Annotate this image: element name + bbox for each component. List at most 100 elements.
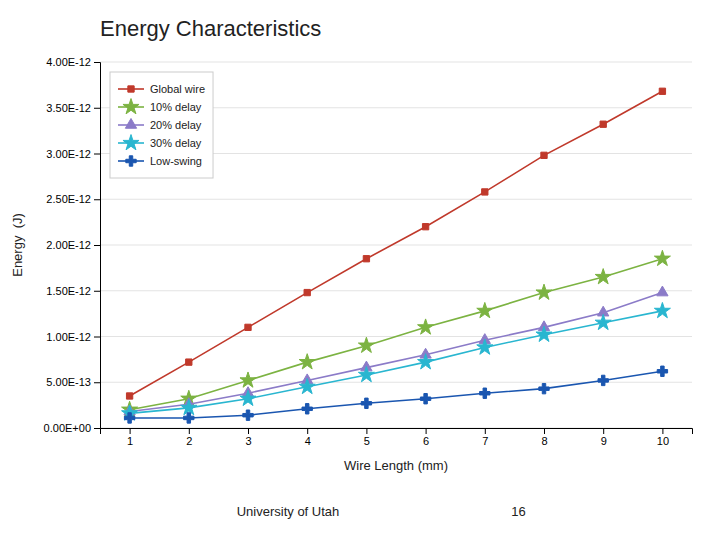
chart: Energy Characteristics123456789100.00E+0… <box>0 0 720 540</box>
series-marker <box>358 366 374 381</box>
legend-box <box>110 72 213 178</box>
footer-text: University of Utah <box>237 504 340 519</box>
grid-line <box>100 245 692 246</box>
y-tick-label: 0.00E+00 <box>44 422 91 434</box>
y-tick-label: 3.00E-12 <box>46 148 91 160</box>
y-tick-mark <box>94 245 100 246</box>
series-marker <box>654 302 670 317</box>
x-tick: 10 <box>657 428 669 447</box>
series-marker <box>124 413 134 423</box>
series-marker <box>422 224 428 230</box>
series-marker <box>536 326 552 341</box>
legend-item: Low-swing <box>118 155 202 167</box>
x-tick-label: 6 <box>423 435 429 447</box>
x-tick-label: 9 <box>601 435 607 447</box>
y-tick: 2.50E-12 <box>46 193 100 205</box>
x-tick-label: 3 <box>245 435 251 447</box>
y-tick: 3.00E-12 <box>46 148 100 160</box>
legend-item: 20% delay <box>118 118 202 130</box>
series-line <box>130 311 663 413</box>
x-tick: 9 <box>601 428 607 447</box>
legend-label: 20% delay <box>150 119 202 131</box>
series-marker <box>539 383 549 393</box>
series-line <box>130 259 663 410</box>
x-tick-mark <box>189 428 190 434</box>
y-tick-label: 1.00E-12 <box>46 331 91 343</box>
series-marker <box>480 388 490 398</box>
y-tick-mark <box>94 382 100 383</box>
series-marker <box>541 152 547 158</box>
x-axis: 12345678910 <box>101 428 693 447</box>
legend-label: Low-swing <box>150 155 202 167</box>
x-tick-label: 1 <box>127 435 133 447</box>
series-marker <box>304 289 310 295</box>
y-tick: 2.00E-12 <box>46 239 100 251</box>
legend-label: Global wire <box>150 83 205 95</box>
y-tick-label: 2.00E-12 <box>46 239 91 251</box>
series-marker <box>418 319 434 334</box>
series-marker <box>420 394 430 404</box>
y-tick-label: 4.00E-12 <box>46 56 91 68</box>
x-tick: 7 <box>482 428 488 447</box>
x-tick: 1 <box>127 428 133 447</box>
series <box>122 302 671 420</box>
series-marker <box>482 189 488 195</box>
x-tick: 3 <box>245 428 251 447</box>
y-tick-label: 2.50E-12 <box>46 193 91 205</box>
series-marker <box>657 286 668 296</box>
y-tick-mark <box>94 337 100 338</box>
y-tick-label: 3.50E-12 <box>46 102 91 114</box>
x-tick-mark <box>307 428 308 434</box>
legend: Global wire 10% delay 20% delay 30% delay Lo… <box>110 72 213 178</box>
y-tick-label: 5.00E-13 <box>46 376 91 388</box>
series-marker <box>299 378 315 393</box>
series-marker <box>657 366 667 376</box>
series-marker <box>477 302 493 317</box>
x-tick: 4 <box>305 428 311 447</box>
y-tick: 3.50E-12 <box>46 102 100 114</box>
legend-label: 10% delay <box>150 101 202 113</box>
y-tick: 5.00E-13 <box>46 376 100 388</box>
series-line <box>130 371 663 418</box>
y-tick-mark <box>94 62 100 63</box>
x-tick-mark <box>426 428 427 434</box>
x-tick: 8 <box>541 428 547 447</box>
series-marker <box>126 393 132 399</box>
y-axis-line <box>94 63 101 429</box>
x-tick: 5 <box>364 428 370 447</box>
y-tick: 4.00E-12 <box>46 56 100 68</box>
grid-line <box>100 290 692 291</box>
series-marker <box>299 354 315 369</box>
series <box>124 286 668 415</box>
x-axis-title: Wire Length (mm) <box>344 458 448 473</box>
y-tick-mark <box>94 291 100 292</box>
y-tick-label: 1.50E-12 <box>46 285 91 297</box>
series-marker <box>536 284 552 299</box>
legend-symbol <box>123 135 139 150</box>
y-axis: 0.00E+00 5.00E-13 1.00E-12 1.50E-12 2.00E-12… <box>44 56 101 434</box>
x-tick-mark <box>603 428 604 434</box>
y-tick: 0.00E+00 <box>44 422 100 434</box>
legend-item: 30% delay <box>118 135 202 150</box>
series <box>122 250 671 416</box>
series-marker <box>363 256 369 262</box>
series-marker <box>595 269 611 284</box>
series-marker <box>358 337 374 352</box>
series-marker <box>477 339 493 354</box>
plot-area: 123456789100.00E+005.00E-131.00E-121.50E… <box>44 56 693 447</box>
series-marker <box>240 372 256 387</box>
legend-item: Global wire <box>118 83 205 95</box>
x-tick-mark <box>248 428 249 434</box>
x-axis-line <box>101 429 693 435</box>
series-marker <box>184 413 194 423</box>
legend-symbol <box>125 118 136 128</box>
series-marker <box>659 88 665 94</box>
series <box>124 366 667 423</box>
y-tick: 1.00E-12 <box>46 331 100 343</box>
x-tick-label: 5 <box>364 435 370 447</box>
x-tick-mark <box>544 428 545 434</box>
legend-item: 10% delay <box>118 99 202 114</box>
grid-line <box>100 62 692 63</box>
legend-label: 30% delay <box>150 137 202 149</box>
x-tick-mark <box>366 428 367 434</box>
